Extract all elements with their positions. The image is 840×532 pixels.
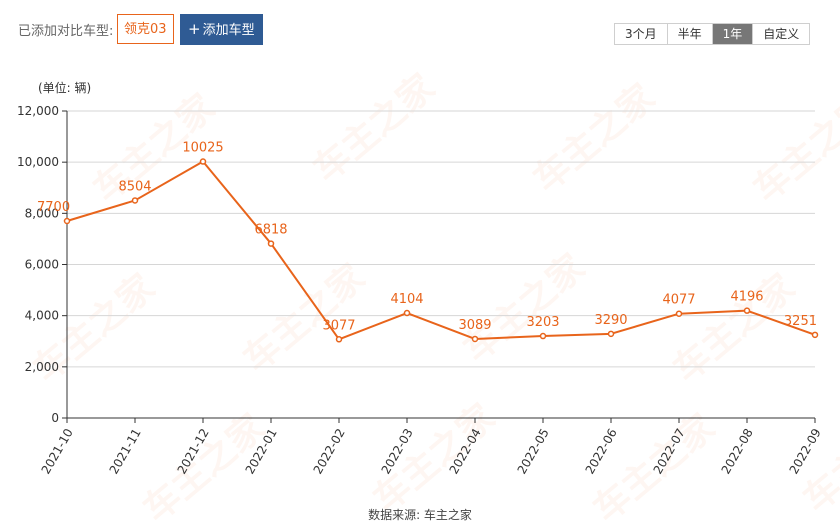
- range-custom[interactable]: 自定义: [753, 24, 810, 44]
- data-point: [335, 336, 343, 343]
- data-label: 3203: [526, 315, 559, 330]
- range-half-year[interactable]: 半年: [667, 24, 713, 44]
- data-label: 8504: [118, 179, 151, 194]
- time-range-selector: 3个月 半年 1年 自定义: [614, 23, 811, 45]
- data-point: [471, 335, 479, 343]
- range-3-months[interactable]: 3个月: [615, 24, 668, 44]
- y-tick-label: 10,000: [17, 155, 59, 169]
- y-tick-label: 6,000: [25, 258, 59, 272]
- data-point: [63, 217, 71, 225]
- x-tick-label: 2022-01: [243, 426, 280, 476]
- y-axis-unit-label: (单位: 辆): [38, 81, 92, 95]
- data-point: [539, 332, 547, 340]
- data-point: [607, 330, 615, 338]
- x-tick-label: 2021-12: [175, 426, 212, 476]
- compare-label: 已添加对比车型:: [18, 24, 114, 39]
- x-tick-label: 2021-10: [39, 426, 76, 476]
- y-tick-label: 2,000: [25, 360, 59, 374]
- add-model-button[interactable]: + 添加车型: [180, 14, 263, 45]
- toolbar: 已添加对比车型: 领克03 + 添加车型 3个月 半年 1年 自定义: [0, 0, 840, 60]
- data-label: 4196: [730, 290, 763, 305]
- data-point: [199, 158, 207, 165]
- data-point: [743, 307, 751, 314]
- add-model-label: 添加车型: [202, 23, 255, 38]
- x-tick-label: 2022-08: [719, 426, 756, 476]
- data-label: 10025: [182, 141, 223, 156]
- x-tick-label: 2022-02: [311, 426, 348, 476]
- data-label: 3077: [322, 318, 355, 333]
- range-1-year[interactable]: 1年: [712, 24, 754, 44]
- x-tick-label: 2021-11: [107, 426, 144, 476]
- data-label: 4104: [390, 292, 423, 307]
- x-tick-label: 2022-05: [515, 426, 552, 476]
- data-label: 3089: [458, 318, 491, 333]
- data-label: 4077: [662, 293, 695, 308]
- y-tick-label: 8,000: [25, 206, 59, 220]
- data-label: 3251: [784, 314, 817, 329]
- x-tick-label: 2022-03: [379, 426, 416, 476]
- y-tick-label: 4,000: [25, 309, 59, 323]
- x-tick-label: 2022-09: [787, 426, 824, 476]
- y-tick-label: 12,000: [17, 104, 59, 118]
- data-label: 7700: [37, 200, 70, 215]
- data-point: [403, 309, 411, 317]
- x-tick-label: 2022-04: [447, 426, 484, 476]
- data-point: [131, 197, 139, 204]
- data-point: [675, 310, 683, 317]
- data-point: [811, 331, 819, 339]
- series-line: [66, 160, 816, 341]
- x-tick-label: 2022-07: [651, 426, 688, 476]
- model-chip[interactable]: 领克03: [117, 14, 174, 44]
- data-label: 3290: [594, 313, 627, 328]
- data-point: [267, 240, 275, 247]
- x-tick-label: 2022-06: [583, 426, 620, 476]
- plus-icon: +: [188, 20, 201, 38]
- data-label: 6818: [254, 223, 287, 238]
- data-source: 数据来源: 车主之家: [368, 508, 472, 522]
- y-tick-label: 0: [51, 411, 59, 425]
